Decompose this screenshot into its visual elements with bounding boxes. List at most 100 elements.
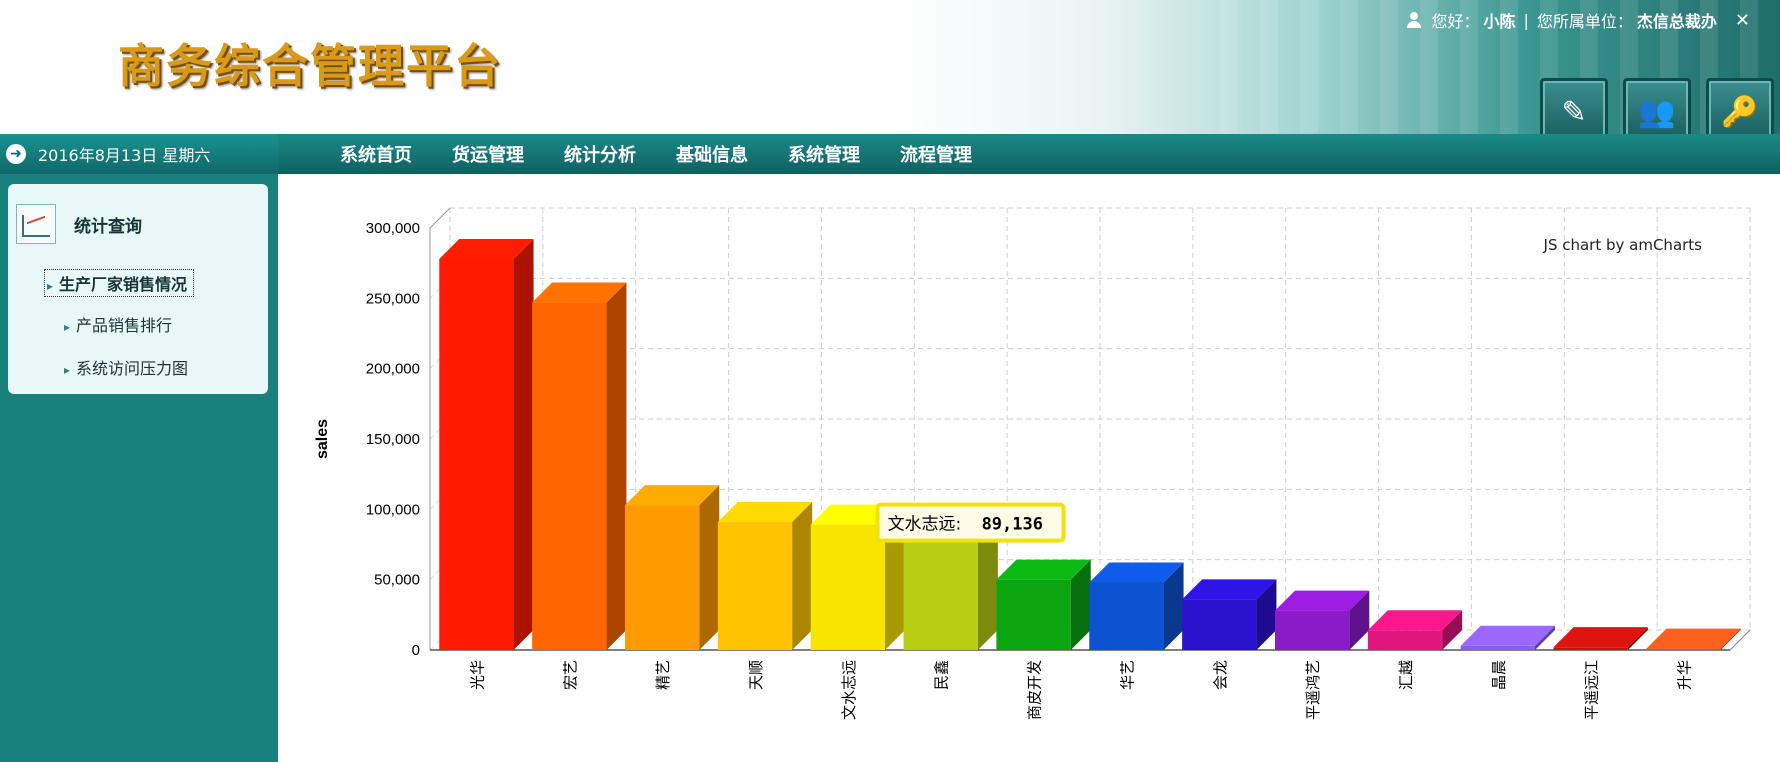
bar[interactable] [810,524,885,650]
bar-side [1163,562,1184,650]
grid-line-depth [429,629,451,651]
arrow-icon[interactable]: ➜ [6,144,26,164]
bar[interactable] [1646,648,1721,650]
grid-line-depth [429,277,451,299]
bar-side [1535,625,1555,650]
x-tick-label: 晶晨 [1490,660,1508,690]
bar-side [792,501,813,650]
bar-top [1646,628,1741,649]
user-bar: 您好： 小陈 | 您所属单位： 杰信总裁办 ✕ [1407,8,1750,32]
sidebar-link-manufacturer-sales[interactable]: 生产厂家销售情况 [44,269,195,297]
bar-top [1367,610,1463,631]
bar-top [1089,562,1184,583]
bar[interactable] [1553,647,1628,650]
bar[interactable] [717,521,793,650]
bar[interactable] [1367,630,1443,650]
unit-name: 杰信总裁办 [1636,12,1717,31]
tooltip-label: 文水志远: [888,515,962,535]
unit-label: 您所属单位： [1536,12,1633,31]
sidebar-link-access-pressure[interactable]: 系统访问压力图 [64,355,188,379]
bar-side [1256,579,1277,650]
x-tick-label: 民鑫 [933,660,951,690]
x-tick-label: 汇越 [1397,660,1415,690]
main-menu: 系统首页 货运管理 统计分析 基础信息 系统管理 流程管理 [340,134,1012,174]
bar-top [1275,590,1370,611]
bar-side [1070,559,1091,650]
y-axis-label: sales [314,419,331,459]
users-button[interactable]: 👥 [1623,78,1691,134]
chart-watermark: JS chart by amCharts [1543,236,1703,254]
bar-top [625,485,720,506]
bar[interactable] [1089,582,1164,650]
menu-item-system[interactable]: 系统管理 [788,145,860,166]
nav-bar [0,134,1780,174]
bar-top [1460,625,1555,646]
sidebar: 统计查询 生产厂家销售情况 产品销售排行 系统访问压力图 [0,174,278,762]
keys-icon: 🔑 [1721,94,1759,130]
panel-title: 统计查询 [74,216,142,237]
x-tick-label: 会龙 [1211,660,1229,690]
bar-top [532,282,627,303]
x-tick-label: 文水志远 [840,660,858,720]
menu-item-statistics[interactable]: 统计分析 [564,145,636,166]
sidebar-link-product-ranking[interactable]: 产品销售排行 [64,312,172,336]
y-tick-label: 100,000 [366,501,420,518]
x-tick-label: 精艺 [654,660,672,690]
x-axis-depth-line [1729,629,1751,651]
statistics-panel: 统计查询 生产厂家销售情况 产品销售排行 系统访问压力图 [8,184,268,394]
grid-line-depth [429,348,451,370]
menu-item-freight[interactable]: 货运管理 [452,145,524,166]
bar[interactable] [439,258,514,650]
grid-line-depth [429,488,451,510]
bar-side [1627,627,1648,650]
menu-item-basic-info[interactable]: 基础信息 [676,145,748,166]
bar[interactable] [625,505,700,650]
keys-button[interactable]: 🔑 [1706,78,1774,134]
bar[interactable] [1460,645,1535,650]
bar-side [1720,628,1741,650]
header: 商务综合管理平台 您好： 小陈 | 您所属单位： 杰信总裁办 ✕ ✎ 👥 🔑 [0,0,1780,134]
edit-button[interactable]: ✎ [1540,78,1608,134]
chart-icon [16,204,56,244]
bar-top [996,559,1091,580]
x-tick-label: 平遥远江 [1583,660,1601,720]
date-box: ➜ 2016年8月13日 星期六 [0,134,278,174]
x-tick-label: 商皮开发 [1026,660,1044,720]
close-icon[interactable]: ✕ [1734,9,1750,31]
x-tick-label: 天顺 [747,660,765,690]
panel-header: 统计查询 [16,204,142,244]
bar-side [1349,590,1370,650]
user-icon [1407,12,1422,28]
tooltip-value: 89,136 [982,515,1043,535]
bar-top [439,238,534,259]
bar[interactable] [1182,599,1257,650]
bar-side [606,282,627,650]
bar-side [1442,610,1463,650]
x-tick-label: 华艺 [1118,660,1136,690]
menu-item-home[interactable]: 系统首页 [340,145,412,166]
separator: | [1523,10,1529,30]
bar[interactable] [996,579,1071,650]
bar-side [699,485,720,650]
y-tick-label: 0 [412,642,420,659]
x-tick-label: 平遥鸿艺 [1304,660,1322,720]
users-icon: 👥 [1638,94,1676,130]
menu-item-workflow[interactable]: 流程管理 [900,145,972,166]
y-axis-depth-line [429,207,451,229]
y-tick-label: 200,000 [366,361,420,378]
x-tick-label: 光华 [468,660,486,690]
y-tick-label: 300,000 [366,220,420,237]
grid-line-depth [429,559,451,581]
y-tick-label: 150,000 [366,431,420,448]
user-name: 小陈 [1483,12,1516,31]
bar[interactable] [903,527,978,650]
bar-top [1182,579,1277,600]
app-logo: 商务综合管理平台 [118,39,502,93]
bar[interactable] [532,302,607,650]
pencil-icon: ✎ [1561,94,1587,130]
bar-top [717,501,813,522]
bar[interactable] [1275,610,1350,650]
x-tick-label: 升华 [1676,660,1694,690]
grid-line-depth [429,418,451,440]
x-tick-label: 宏艺 [561,660,579,690]
